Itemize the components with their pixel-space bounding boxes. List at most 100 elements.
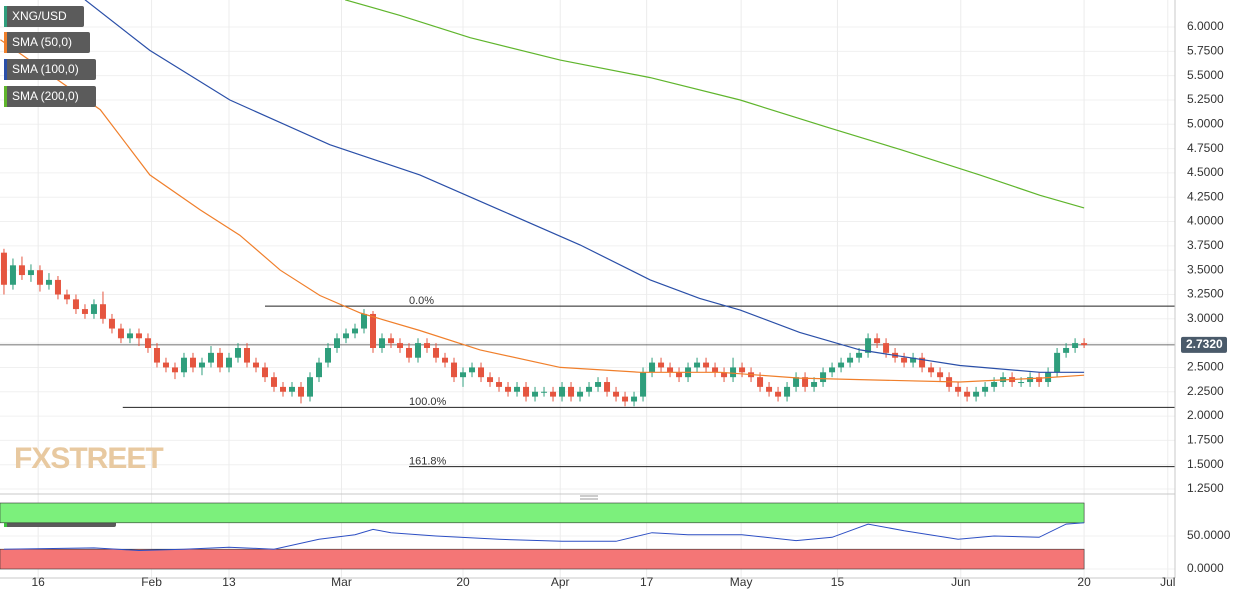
watermark: FXSTREET [14,442,163,475]
grid [0,0,1175,578]
candle-body [1072,343,1079,348]
candle-body [288,386,295,392]
candle-body [0,252,7,285]
x-tick-label: Jul [1160,575,1175,589]
candle-body [667,367,674,373]
fib-label: 161.8% [409,456,447,468]
candle-body [694,362,701,368]
candle-body [469,367,476,373]
legend-swatch [4,6,7,27]
candle-body [207,352,214,363]
candle-body [568,386,575,397]
candle-body [541,391,548,393]
candle-body [45,279,52,285]
candle-body [766,386,773,392]
candle-body [90,304,97,314]
candle-body [306,377,313,397]
candle-body [189,357,196,368]
sma-line [0,39,1085,383]
candle-body [315,362,322,378]
candle-body [81,309,88,314]
candle-body [1018,382,1025,384]
fib-label: 100.0% [409,396,447,408]
candle-body [343,333,350,339]
candle-body [234,347,241,358]
y-tick-label: 2.5000 [1187,360,1224,374]
candle-body [595,382,602,387]
x-tick-label: Feb [141,575,162,589]
y-tick-label: 2.2500 [1187,384,1224,398]
rsi-tick-label: 50.0000 [1187,528,1231,542]
legend-label: XNG/USD [12,9,67,23]
candle-body [883,343,890,353]
candle-body [856,352,863,358]
legend-label: SMA (100,0) [12,62,79,76]
x-tick-label: 13 [222,575,236,589]
candle-body [297,386,304,397]
candle-body [63,294,70,300]
y-tick-label: 3.7500 [1187,238,1224,252]
candle-body [496,382,503,387]
legend-box [4,6,84,27]
candle-body [9,265,16,285]
plot: 0.0% 100.0% 161.8% [0,0,1175,468]
candle-body [613,391,620,397]
y-tick-label: 5.5000 [1187,68,1224,82]
candle-body [775,391,782,397]
candle-body [433,347,440,358]
candle-body [72,299,79,310]
fib-label: 0.0% [409,295,434,307]
y-tick-label: 2.0000 [1187,408,1224,422]
oversold-band [0,548,1085,570]
candle-body [811,382,818,387]
candle-body [829,367,836,373]
candle-body [388,338,395,344]
y-tick-label: 3.5000 [1187,262,1224,276]
y-tick-label: 5.0000 [1187,116,1224,130]
candle-body [559,386,566,397]
candle-body [964,391,971,397]
candle-body [523,386,530,397]
candle-body [739,367,746,373]
candle-body [198,362,205,368]
candle-body [171,367,178,373]
candle-body [730,367,737,378]
candle-body [550,391,557,397]
sma-line [84,0,1085,373]
candle-body [703,362,710,368]
candle-body [721,372,728,378]
candle-body [216,352,223,368]
candle-body [379,338,386,348]
candle-body [27,270,34,276]
candle-body [126,333,133,339]
legend-label: SMA (200,0) [12,89,79,103]
candle-body [838,362,845,368]
candle-body [370,313,377,348]
candle-body [901,357,908,363]
candle-body [108,318,115,329]
candle-body [793,377,800,387]
legend-box [4,86,96,107]
x-tick-label: May [730,575,753,589]
x-tick-label: 20 [1077,575,1091,589]
candle-body [505,386,512,392]
candle-body [99,304,106,319]
candle-body [874,338,881,344]
candle-body [478,367,485,378]
candle-body [910,357,917,363]
legend-label: SMA (50,0) [12,35,72,49]
candle-body [397,343,404,348]
y-tick-label: 4.0000 [1187,214,1224,228]
candle-body [955,386,962,392]
x-tick-label: Jun [951,575,970,589]
y-tick-label: 1.2500 [1187,481,1224,495]
last-price-label: 2.7320 [1186,337,1223,351]
y-tick-label: 3.0000 [1187,311,1224,325]
candle-body [451,362,458,378]
candle-body [586,386,593,392]
candle-body [487,377,494,383]
y-tick-label: 5.2500 [1187,92,1224,106]
candle-body [973,391,980,397]
